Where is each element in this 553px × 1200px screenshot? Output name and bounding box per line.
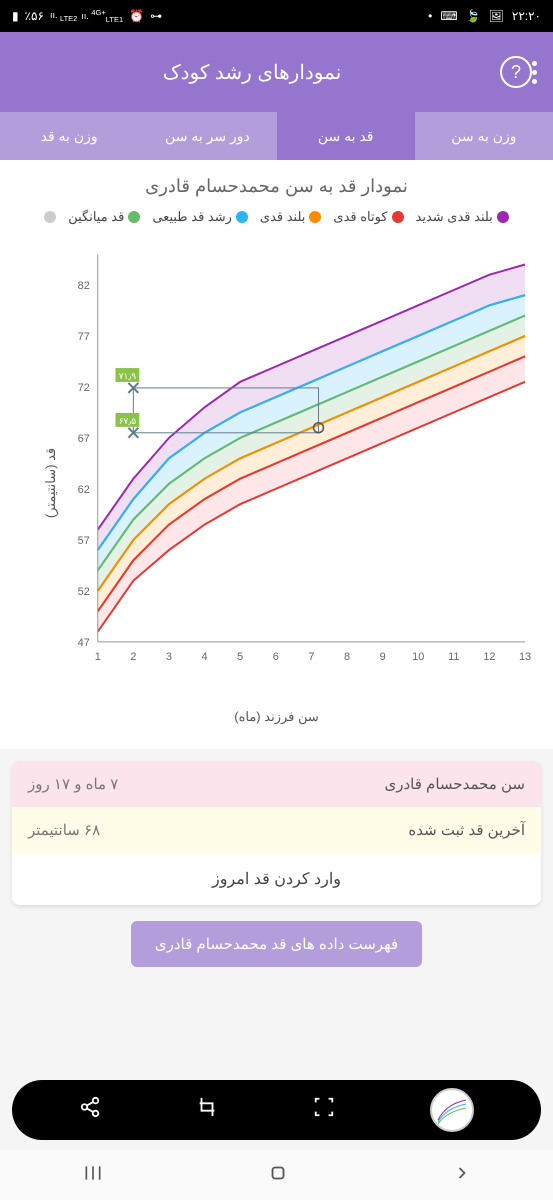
svg-text:67: 67 [78,433,90,445]
info-row-age: سن محمدحسام قادری ۷ ماه و ۱۷ روز [12,761,541,807]
enter-height-button[interactable]: وارد کردن قد امروز [12,853,541,905]
chart-title: نمودار قد به سن محمدحسام قادری [8,176,545,197]
svg-text:11: 11 [448,651,459,663]
nav-recent-icon[interactable] [82,1163,104,1188]
legend-item: قد میانگین [68,209,140,225]
y-axis-label: قد (سانتیمتر) [43,448,59,518]
svg-text:۷۱٫۹: ۷۱٫۹ [119,371,137,381]
keyboard-icon: ⌨ [440,9,457,23]
tab-weight-age[interactable]: وزن به سن [415,112,553,160]
legend-item: بلند قدی [260,209,322,225]
dot-icon: • [428,9,432,23]
svg-text:۶۷٫۵: ۶۷٫۵ [119,416,137,426]
svg-text:13: 13 [519,651,531,663]
x-axis-label: سن فرزند (ماه) [234,709,319,725]
nav-back-icon[interactable] [452,1163,472,1188]
info-card: سن محمدحسام قادری ۷ ماه و ۱۷ روز آخرین ق… [12,761,541,905]
legend-item: کوتاه قدی [333,209,403,225]
age-label: سن محمدحسام قادری [384,775,525,793]
image-icon: 🖼 [489,9,504,23]
svg-text:10: 10 [412,651,424,663]
battery-icon: ▮ [12,9,19,23]
android-nav-bar [0,1150,553,1200]
tab-height-age[interactable]: قد به سن [277,112,415,160]
share-bar [12,1080,541,1140]
legend-item: بلند قدی شدید [416,209,509,225]
svg-text:72: 72 [78,382,90,394]
tab-weight-height[interactable]: وزن به قد [0,112,138,160]
legend-item: رشد قد طبیعی [152,209,248,225]
svg-text:3: 3 [166,651,172,663]
clock-text: ۲۲:۲۰ [512,9,541,23]
leaf-icon: 🍃 [466,9,481,23]
signal-icons: ıı. LTE2 ıı. 4G+LTE1 [50,8,123,24]
tab-head-age[interactable]: دور سر به سن [138,112,276,160]
svg-text:82: 82 [78,280,90,292]
chart-area: قد (سانتیمتر) سن فرزند (ماه) 47525762677… [8,233,545,733]
chart-thumbnail[interactable] [430,1088,474,1132]
battery-text: ٪۵۶ [25,9,44,23]
alarm-icon: ⏰ [129,9,144,23]
svg-text:1: 1 [95,651,101,663]
svg-text:7: 7 [308,651,314,663]
svg-text:52: 52 [78,586,90,598]
svg-text:12: 12 [483,651,495,663]
page-title: نمودارهای رشد کودک [16,60,488,85]
fullscreen-icon[interactable] [313,1096,335,1124]
height-label: آخرین قد ثبت شده [408,821,525,839]
vpn-icon: ⊶ [150,9,162,23]
data-list-button[interactable]: فهرست داده های قد محمدحسام قادری [131,921,422,967]
legend: بلند قدی شدید کوتاه قدی بلند قدی رشد قد طبی… [8,209,545,225]
svg-text:9: 9 [380,651,386,663]
help-icon[interactable]: ? [500,56,532,88]
growth-chart[interactable]: 475257626772778212345678910111213۷۱٫۹۶۷٫… [58,243,535,683]
age-value: ۷ ماه و ۱۷ روز [28,775,118,793]
app-header: ? نمودارهای رشد کودک [0,32,553,112]
menu-icon[interactable] [532,61,537,84]
chart-section: نمودار قد به سن محمدحسام قادری بلند قدی … [0,160,553,749]
svg-text:4: 4 [202,651,208,663]
nav-home-icon[interactable] [267,1162,289,1189]
svg-text:6: 6 [273,651,279,663]
status-bar: ▮ ٪۵۶ ıı. LTE2 ıı. 4G+LTE1 ⏰ ⊶ • ⌨ 🍃 🖼 ۲… [0,0,553,32]
info-row-height: آخرین قد ثبت شده ۶۸ سانتیمتر [12,807,541,853]
tabs: وزن به سن قد به سن دور سر به سن وزن به ق… [0,112,553,160]
height-value: ۶۸ سانتیمتر [28,821,100,839]
svg-text:77: 77 [78,331,90,343]
crop-icon[interactable] [196,1096,218,1124]
svg-text:57: 57 [78,535,90,547]
svg-text:2: 2 [130,651,136,663]
svg-text:5: 5 [237,651,243,663]
svg-text:8: 8 [344,651,350,663]
svg-text:47: 47 [78,637,90,649]
svg-text:62: 62 [78,484,90,496]
share-icon[interactable] [79,1096,101,1124]
